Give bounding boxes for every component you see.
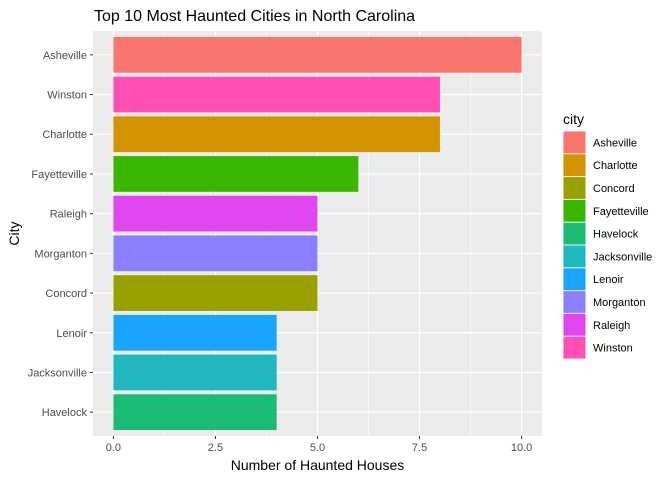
legend-swatch (563, 177, 586, 199)
legend-label: Concord (593, 183, 635, 195)
legend-swatch (563, 199, 586, 222)
y-tick-label: Concord (45, 288, 87, 300)
legend-label: Asheville (593, 137, 637, 149)
chart-title: Top 10 Most Haunted Cities in North Caro… (94, 8, 415, 25)
legend-swatch (563, 245, 586, 268)
legend-label: Charlotte (593, 160, 638, 172)
x-axis: 0.0 2.5 5.0 7.5 10.0 (106, 436, 532, 454)
y-tick-label: Fayetteville (31, 169, 87, 181)
y-tick-label: Charlotte (42, 129, 87, 141)
bar-winston (113, 76, 440, 113)
legend-swatch (563, 291, 586, 313)
bar-concord (113, 275, 318, 311)
x-tick-label: 7.5 (412, 442, 427, 454)
bar-morganton (113, 235, 318, 272)
bar-lenoir (113, 314, 277, 351)
bar-asheville (113, 36, 522, 73)
x-tick-label: 10.0 (511, 442, 532, 454)
legend-label: Fayetteville (593, 206, 649, 218)
legend-label: Havelock (593, 229, 639, 241)
y-axis: Asheville Winston Charlotte Fayetteville Ral… (28, 50, 93, 419)
y-tick-label: Lenoir (56, 328, 87, 340)
x-tick-label: 0.0 (106, 442, 121, 454)
bar-charlotte (113, 116, 440, 153)
x-axis-title: Number of Haunted Houses (231, 457, 405, 473)
y-tick-label: Jacksonville (28, 367, 87, 379)
y-tick-label: Morganton (34, 248, 87, 260)
legend-swatch (563, 336, 586, 359)
x-tick-label: 2.5 (208, 442, 223, 454)
legend-swatch (563, 222, 586, 245)
legend-swatch (563, 154, 586, 177)
legend-label: Morganton (593, 297, 646, 309)
legend-label: Jacksonville (593, 251, 652, 263)
bar-raleigh (113, 195, 318, 232)
legend-swatch (563, 268, 586, 291)
legend-label: Winston (593, 343, 633, 355)
legend-swatch (563, 131, 586, 154)
legend-swatch (563, 313, 586, 336)
bars (113, 36, 522, 431)
y-axis-title: City (6, 221, 22, 245)
legend-label: Lenoir (593, 274, 624, 286)
bar-jacksonville (113, 354, 277, 391)
y-tick-label: Winston (47, 90, 87, 102)
x-tick-label: 5.0 (310, 442, 325, 454)
legend: city Asheville Charlotte Concord Fayettevil… (563, 111, 652, 359)
bar-fayetteville (113, 156, 359, 192)
y-tick-label: Raleigh (50, 209, 87, 221)
bar-havelock (113, 394, 277, 431)
y-tick-label: Havelock (42, 407, 88, 419)
legend-label: Raleigh (593, 320, 630, 332)
y-tick-label: Asheville (43, 50, 87, 62)
legend-title: city (563, 111, 584, 127)
